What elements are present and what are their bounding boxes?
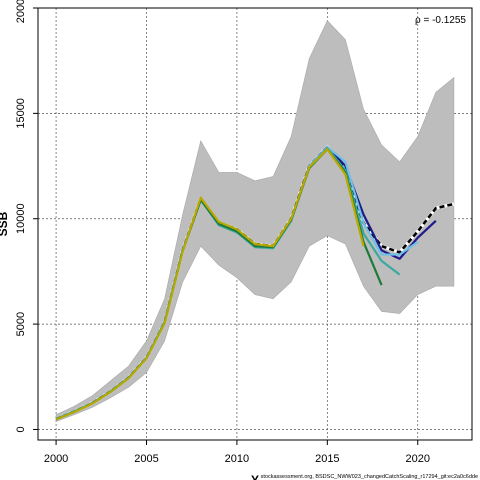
x-tick-label: 2015	[315, 453, 339, 465]
plot-frame	[37, 7, 473, 441]
series-lines	[55, 145, 455, 421]
y-tick-label: 5000	[15, 312, 27, 336]
x-axis: 2000 2005 2010 2015 2020	[44, 440, 430, 465]
x-tick-label: 2020	[406, 453, 430, 465]
rho-annotation: ρ = -0.1255	[415, 15, 466, 26]
y-tick-label: 10000	[15, 203, 27, 234]
y-tick-label: 15000	[15, 98, 27, 129]
y-tick-label: 20000	[15, 0, 27, 23]
y-axis-title: SSB	[0, 211, 10, 236]
x-tick-label: 2005	[134, 453, 158, 465]
confidence-band	[55, 20, 455, 422]
x-axis-title: Y	[251, 473, 259, 480]
y-axis: 0 5000 10000 15000 20000	[15, 0, 38, 433]
series-line-5	[55, 148, 365, 421]
footer-source: stockassessment.org, BSDSC_NWW023_change…	[261, 474, 478, 480]
x-tick-label: 2010	[225, 453, 249, 465]
y-tick-label: 0	[15, 426, 27, 432]
x-tick-label: 2000	[44, 453, 68, 465]
confidence-band-area	[55, 20, 455, 422]
